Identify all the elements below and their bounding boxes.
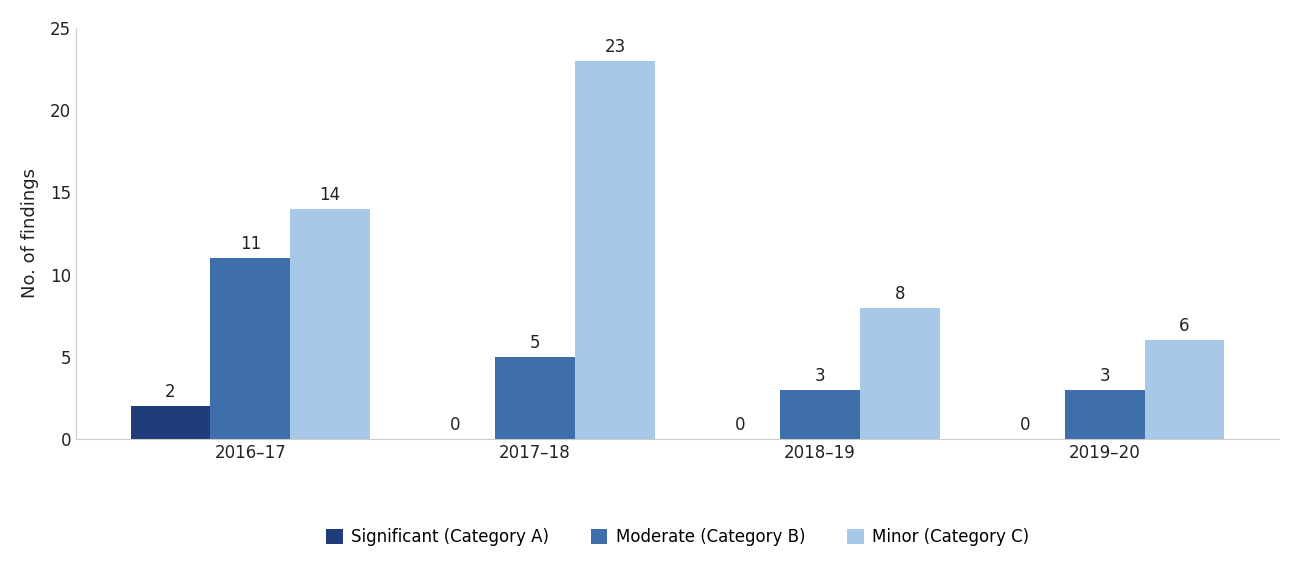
Text: 8: 8 [894,284,905,302]
Bar [290,209,370,439]
Bar [495,357,575,439]
Text: 5: 5 [530,334,541,352]
Text: 2: 2 [165,383,176,401]
Text: 23: 23 [604,38,625,56]
Text: 3: 3 [815,367,826,385]
Text: 0: 0 [450,416,460,434]
Text: 14: 14 [320,186,341,204]
Text: 6: 6 [1179,318,1190,336]
Bar [575,61,655,439]
Text: 0: 0 [1019,416,1031,434]
Bar [211,258,290,439]
Bar [1065,390,1145,439]
Bar [130,406,211,439]
Bar [780,390,859,439]
Text: 0: 0 [734,416,745,434]
Bar [1145,341,1225,439]
Text: 11: 11 [239,235,261,253]
Legend: Significant (Category A), Moderate (Category B), Minor (Category C): Significant (Category A), Moderate (Cate… [320,521,1036,553]
Text: 3: 3 [1100,367,1110,385]
Y-axis label: No. of findings: No. of findings [21,168,39,298]
Bar [859,307,940,439]
